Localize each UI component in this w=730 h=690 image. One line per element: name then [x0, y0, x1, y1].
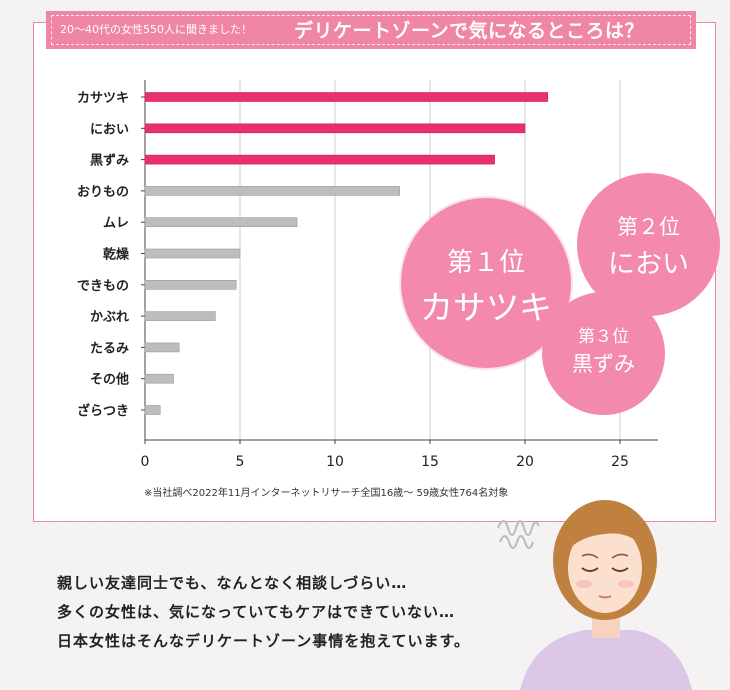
woman-blush-right [618, 580, 634, 588]
x-tick-label: 25 [611, 454, 629, 470]
x-tick-label: 20 [516, 454, 534, 470]
rank-2-name: におい [608, 249, 689, 280]
category-label: 乾燥 [103, 247, 130, 263]
bar [144, 342, 180, 353]
rank-2-label: 第２位 [617, 215, 680, 239]
woman-bangs [566, 509, 650, 552]
header-title: デリケートゾーンで気になるところは？ [294, 20, 645, 42]
rank-1-label: 第１位 [446, 248, 525, 278]
category-label: たるみ [90, 341, 129, 356]
category-label: 黒ずみ [90, 153, 129, 169]
category-label: ムレ [103, 216, 129, 231]
bar [144, 92, 549, 102]
bar [144, 186, 400, 196]
category-label: ざらつき [77, 403, 129, 419]
header-banner: 20〜40代の女性550人に聞きました！ デリケートゾーンで気になるところは？ [46, 11, 696, 49]
woman-face [568, 523, 642, 613]
bar [144, 279, 237, 290]
x-tick-label: 15 [421, 454, 439, 470]
bar [144, 154, 495, 165]
bar [144, 217, 298, 227]
x-tick-label: 5 [236, 454, 245, 470]
category-label: おりもの [77, 185, 129, 200]
woman-shirt [520, 630, 692, 690]
woman-illustration [497, 500, 692, 690]
x-tick-label: 0 [141, 454, 150, 470]
category-label: できもの [77, 279, 129, 294]
x-tick-label: 10 [326, 454, 344, 470]
bar [144, 373, 174, 384]
rank-3-circle: 第３位 黒ずみ [542, 292, 665, 415]
woman-eye-right [611, 567, 629, 572]
bar [144, 248, 241, 259]
header-dashed-border [51, 15, 691, 45]
caption-text: 親しい友達同士でも、なんとなく相談しづらい… 多くの女性は、気になっていてもケア… [57, 569, 470, 656]
category-label: かぶれ [90, 310, 129, 325]
scribble-mark-2 [499, 535, 534, 549]
rank-3-label: 第３位 [578, 327, 629, 347]
woman-brow-left [581, 553, 599, 559]
bar [144, 405, 161, 415]
caption-line-3: 日本女性はそんなデリケートゾーン事情を抱えています。 [57, 632, 471, 650]
category-label: におい [90, 122, 129, 137]
header-subtitle: 20〜40代の女性550人に聞きました！ [60, 23, 252, 36]
caption-line-2: 多くの女性は、気になっていてもケアはできていない… [57, 603, 456, 621]
woman-brow-right [611, 553, 629, 559]
caption-line-1: 親しい友達同士でも、なんとなく相談しづらい… [57, 574, 408, 592]
woman-blush-left [576, 580, 592, 588]
source-note: ※当社調べ2022年11月インターネットリサーチ全国16歳〜 59歳女性764名… [144, 488, 509, 499]
scribble-mark [497, 520, 540, 536]
woman-mouth [598, 595, 612, 599]
rank-3-name: 黒ずみ [572, 352, 635, 376]
rank-1-name: カサツキ [420, 288, 552, 327]
bar [144, 123, 526, 134]
category-label: カサツキ [77, 91, 129, 106]
bar [144, 311, 216, 321]
category-label: その他 [90, 372, 129, 388]
woman-eye-left [581, 567, 599, 572]
